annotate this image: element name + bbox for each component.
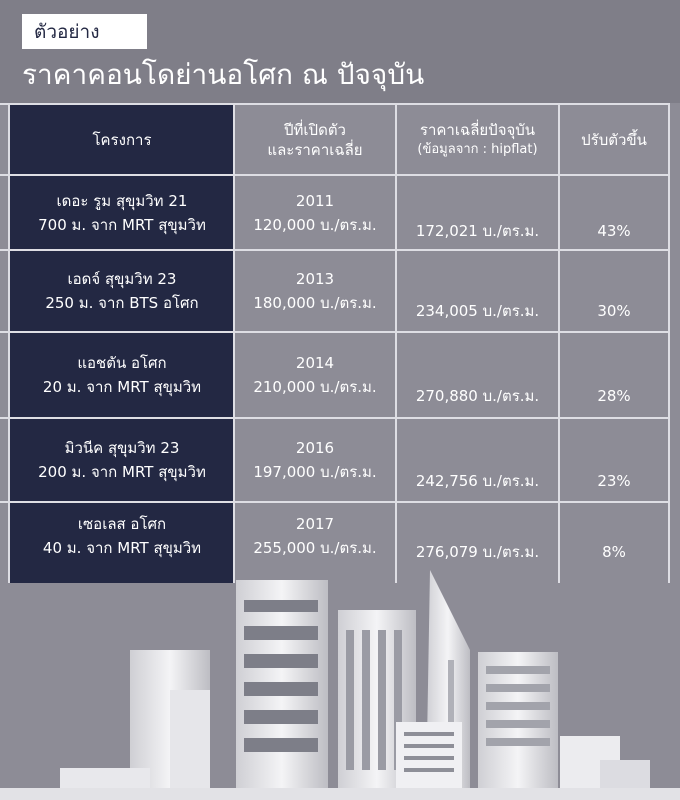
- table-line: [0, 174, 670, 176]
- table-row-launch: 2017 255,000 บ./ตร.ม.: [253, 515, 377, 557]
- table-row-current-price: 242,756 บ./ตร.ม.: [415, 471, 540, 490]
- project-column-background: [10, 103, 234, 583]
- table-line: [668, 103, 670, 583]
- table-row-current-price: 172,021 บ./ตร.ม.: [415, 221, 540, 240]
- table-line: [395, 103, 397, 583]
- table-row-current-price: 234,005 บ./ตร.ม.: [415, 302, 540, 320]
- table-row-growth: 30%: [597, 302, 631, 320]
- table-row-growth: 28%: [597, 387, 631, 405]
- table-row-current-price: 276,079 บ./ตร.ม.: [415, 542, 540, 561]
- header-launch: ปีที่เปิดตัว และราคาเฉลี่ย: [267, 120, 363, 159]
- table-row-project: แอชตัน อโศก 20 ม. จาก MRT สุขุมวิท: [42, 354, 202, 396]
- table-row-growth: 8%: [602, 542, 626, 561]
- table-line: [558, 103, 560, 583]
- table-row-project: เซอเลส อโศก 40 ม. จาก MRT สุขุมวิท: [42, 515, 202, 557]
- table-row-launch: 2016 197,000 บ./ตร.ม.: [253, 439, 377, 481]
- price-table: โครงการ ปีที่เปิดตัว และราคาเฉลี่ย ราคาเ…: [0, 103, 680, 583]
- table-line: [0, 331, 670, 333]
- table-line: [0, 249, 670, 251]
- table-line: [8, 103, 10, 583]
- ground: [0, 788, 680, 800]
- header-growth: ปรับตัวขึ้น: [581, 130, 647, 149]
- header-current-price: ราคาเฉลี่ยปัจจุบัน (ข้อมูลจาก : hipflat): [417, 120, 538, 157]
- table-row-growth: 43%: [597, 221, 631, 240]
- table-line: [0, 103, 670, 105]
- table-row-current-price: 270,880 บ./ตร.ม.: [415, 387, 540, 405]
- page-title: ราคาคอนโดย่านอโศก ณ ปัจจุบัน: [22, 58, 425, 91]
- city-skyline-illustration: [0, 570, 680, 800]
- building-tower-main: [236, 580, 328, 800]
- table-line: [0, 417, 670, 419]
- table-line: [0, 501, 670, 503]
- table-row-project: เดอะ รูม สุขุมวิท 21 700 ม. จาก MRT สุขุม…: [38, 191, 206, 234]
- building-tower-right: [478, 652, 558, 800]
- building-midrise: [396, 722, 462, 800]
- table-row-launch: 2014 210,000 บ./ตร.ม.: [253, 354, 377, 396]
- table-row-project: มิวนีค สุขุมวิท 23 200 ม. จาก MRT สุขุมวิ…: [38, 439, 206, 481]
- table-line: [233, 103, 235, 583]
- table-row-project: เอดจ์ สุขุมวิท 23 250 ม. จาก BTS อโศก: [45, 270, 199, 312]
- table-row-launch: 2013 180,000 บ./ตร.ม.: [253, 270, 377, 312]
- table-row-growth: 23%: [597, 471, 631, 490]
- header-project: โครงการ: [92, 130, 152, 149]
- table-row-launch: 2011 120,000 บ./ตร.ม.: [253, 191, 377, 234]
- example-tag: ตัวอย่าง: [22, 14, 147, 49]
